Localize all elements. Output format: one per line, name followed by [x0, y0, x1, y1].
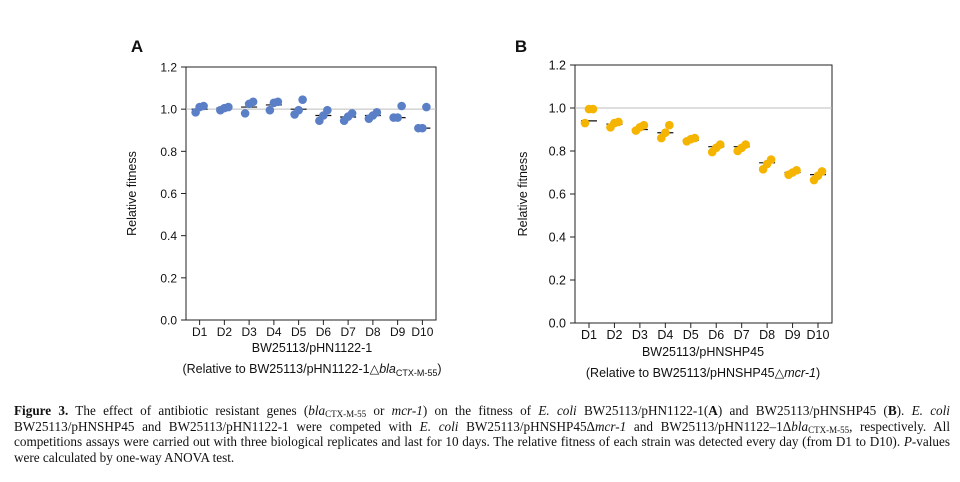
y-axis-label: Relative fitness [125, 151, 139, 236]
data-point [690, 133, 700, 143]
caption-text: ). [896, 403, 912, 418]
data-point [397, 101, 406, 111]
y-tick-label: 0.2 [549, 274, 566, 288]
caption-text: ) on the fitness of [422, 403, 539, 418]
caption-text: or [366, 403, 392, 418]
x-tick-label: D4 [657, 328, 673, 342]
x-axis-title: BW25113/pHN1122-1 [252, 341, 372, 355]
data-point [393, 113, 402, 122]
data-point [224, 102, 233, 112]
caption-text: -values were calculated by one-way ANOVA… [14, 434, 950, 465]
data-point [248, 97, 258, 107]
caption-species: E. coli [419, 418, 459, 434]
x-tick-label: D6 [708, 328, 724, 342]
x-tick-label: D1 [581, 328, 597, 342]
x-tick-label: D3 [632, 328, 648, 342]
x-tick-label: D9 [390, 325, 406, 339]
data-point [294, 105, 303, 115]
figure-caption: Figure 3. The effect of antibiotic resis… [14, 403, 950, 465]
caption-gene: mcr-1 [595, 418, 627, 434]
caption-text: ) and BW25113/pHNSHP45 ( [717, 403, 888, 418]
caption-gene: mcr-1 [391, 403, 423, 418]
x-tick-label: D5 [683, 328, 699, 342]
caption-gene: bla [791, 418, 809, 434]
caption-text: BW25113/pHN1122-1( [576, 403, 709, 418]
data-point [766, 155, 776, 164]
x-tick-label: D4 [266, 325, 282, 339]
x-tick-label: D7 [340, 325, 356, 339]
x-tick-label: D7 [734, 328, 750, 342]
data-point [265, 105, 275, 115]
caption-panel-ref: A [708, 403, 718, 418]
y-tick-label: 0.2 [160, 271, 177, 285]
caption-gene: bla [308, 403, 326, 418]
y-tick-label: 1.0 [549, 102, 566, 116]
y-tick-label: 0.0 [549, 317, 566, 331]
x-tick-label: D1 [192, 325, 208, 339]
caption-species: E. coli [911, 403, 950, 418]
data-point [741, 140, 750, 149]
caption-gene-sub: CTX-M-55 [325, 409, 367, 419]
caption-figure-label: Figure 3. [14, 403, 69, 418]
x-tick-label: D2 [217, 325, 233, 339]
data-point [298, 95, 307, 104]
y-tick-label: 1.2 [160, 61, 177, 75]
data-point [372, 108, 382, 117]
y-tick-label: 0.8 [549, 145, 566, 159]
data-point [639, 120, 649, 130]
y-tick-label: 0.0 [160, 314, 177, 328]
y-tick-label: 0.6 [549, 188, 566, 202]
data-point [817, 167, 827, 176]
data-point [323, 105, 332, 115]
y-axis-label: Relative fitness [516, 152, 530, 237]
y-tick-label: 1.2 [549, 59, 566, 73]
data-point [614, 117, 623, 127]
x-tick-label: D8 [365, 325, 381, 339]
data-point [588, 104, 598, 114]
caption-text: The effect of antibiotic resistant genes… [68, 403, 309, 418]
data-point [792, 166, 801, 175]
x-tick-label: D6 [316, 325, 332, 339]
data-point [199, 101, 208, 111]
panel-label: A [131, 37, 143, 56]
caption-gene-sub: CTX-M-55 [808, 424, 850, 435]
x-tick-label: D3 [241, 325, 257, 339]
caption-pvalue: P [903, 434, 912, 450]
panel-label: B [515, 37, 527, 56]
data-point [665, 120, 674, 130]
y-tick-label: 0.4 [160, 229, 177, 243]
plot-frame [574, 64, 833, 324]
y-tick-label: 0.8 [160, 145, 177, 159]
x-tick-label: D2 [606, 328, 622, 342]
x-tick-label: D10 [807, 328, 830, 342]
x-tick-label: D8 [759, 328, 775, 342]
data-point [422, 102, 431, 112]
x-tick-label: D5 [291, 325, 307, 339]
data-point [418, 123, 427, 133]
caption-text: BW25113/pHNSHP45 and BW25113/pHN1122-1 w… [14, 418, 420, 434]
data-point [273, 97, 283, 107]
data-point [715, 140, 725, 149]
x-axis-subtitle: (Relative to BW25113/pHNSHP45△mcr-1) [586, 366, 820, 380]
data-point [661, 128, 670, 138]
x-tick-label: D9 [785, 328, 801, 342]
caption-species: E. coli [538, 403, 577, 418]
y-tick-label: 1.0 [160, 103, 177, 117]
caption-text: BW25113/pHNSHP45Δ [458, 418, 596, 434]
caption-text: , respectively. All competitions assays … [14, 418, 950, 450]
x-axis-subtitle: (Relative to BW25113/pHN1122-1△blaCTX-M-… [182, 362, 441, 378]
caption-text: and BW25113/pHN1122–1Δ [626, 418, 792, 434]
x-axis-title: BW25113/pHNSHP45 [642, 345, 764, 359]
data-point [240, 109, 250, 118]
data-point [580, 118, 590, 128]
y-tick-label: 0.4 [549, 231, 566, 245]
x-tick-label: D10 [411, 325, 433, 339]
y-tick-label: 0.6 [160, 187, 177, 201]
data-point [347, 109, 357, 118]
caption-panel-ref: B [887, 403, 897, 418]
